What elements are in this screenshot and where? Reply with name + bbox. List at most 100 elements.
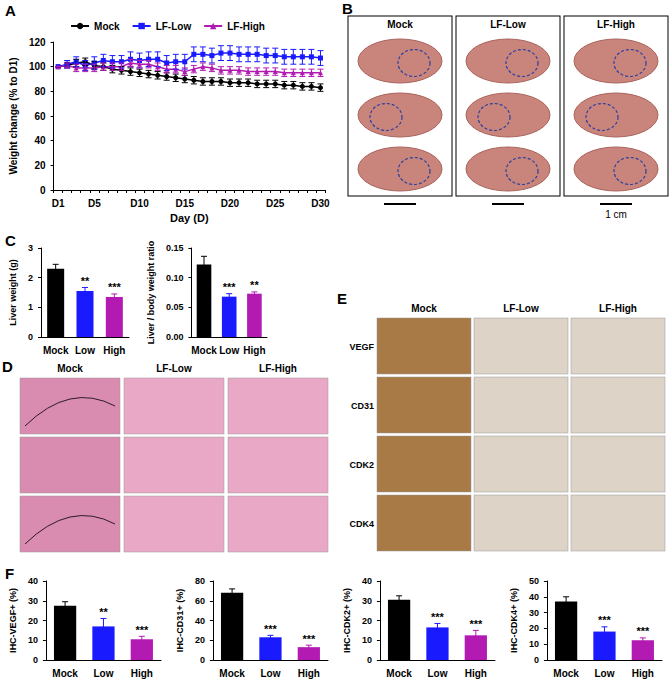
svg-text:60: 60 (34, 111, 46, 122)
svg-text:D: D (2, 358, 13, 375)
svg-text:Liver / body weight ratio: Liver / body weight ratio (146, 240, 156, 344)
svg-text:1 cm: 1 cm (605, 209, 627, 220)
svg-text:20: 20 (362, 616, 372, 626)
svg-text:0.10: 0.10 (166, 273, 184, 283)
svg-text:50: 50 (529, 576, 539, 586)
svg-text:10: 10 (28, 635, 38, 645)
svg-text:30: 30 (28, 596, 38, 606)
svg-text:20: 20 (28, 616, 38, 626)
svg-text:40: 40 (195, 616, 205, 626)
svg-text:Mock: Mock (553, 668, 579, 679)
svg-text:High: High (632, 668, 654, 679)
svg-text:Low: Low (75, 345, 95, 356)
svg-text:F: F (5, 565, 14, 582)
svg-text:LF-Low: LF-Low (156, 21, 192, 32)
svg-text:IHC-CD31+ (%): IHC-CD31+ (%) (175, 589, 185, 652)
svg-text:B: B (342, 0, 353, 17)
svg-text:40: 40 (362, 576, 372, 586)
svg-text:High: High (465, 668, 487, 679)
svg-text:***: *** (598, 614, 612, 626)
svg-text:40: 40 (34, 135, 46, 146)
svg-text:Mock: Mock (94, 21, 120, 32)
svg-text:LF-High: LF-High (597, 19, 635, 30)
svg-text:**: ** (99, 606, 108, 618)
svg-text:C: C (5, 232, 16, 249)
svg-text:D1: D1 (52, 198, 65, 209)
svg-text:D20: D20 (221, 198, 240, 209)
svg-text:D25: D25 (266, 198, 285, 209)
svg-text:**: ** (81, 275, 90, 287)
svg-text:3: 3 (28, 243, 33, 253)
svg-text:LF-High: LF-High (599, 303, 637, 314)
svg-text:IHC-CDK4+ (%): IHC-CDK4+ (%) (509, 588, 519, 653)
svg-text:Liver weight (g): Liver weight (g) (8, 259, 18, 326)
svg-text:LF-Low: LF-Low (156, 363, 192, 374)
svg-text:***: *** (431, 611, 445, 623)
svg-text:80: 80 (195, 576, 205, 586)
svg-text:0.05: 0.05 (166, 302, 184, 312)
svg-text:Mock: Mock (387, 19, 413, 30)
svg-text:Mock: Mock (219, 668, 245, 679)
svg-text:1: 1 (28, 302, 33, 312)
svg-text:Low: Low (594, 668, 614, 679)
svg-text:Low: Low (93, 668, 113, 679)
svg-text:0: 0 (534, 655, 539, 665)
svg-text:20: 20 (34, 160, 46, 171)
svg-text:**: ** (250, 279, 259, 291)
svg-text:120: 120 (29, 37, 46, 48)
svg-text:0.15: 0.15 (166, 243, 184, 253)
svg-text:40: 40 (529, 592, 539, 602)
svg-text:20: 20 (529, 623, 539, 633)
svg-text:Low: Low (260, 668, 280, 679)
svg-text:0.00: 0.00 (166, 332, 184, 342)
svg-text:40: 40 (28, 576, 38, 586)
svg-text:D15: D15 (176, 198, 195, 209)
svg-text:0: 0 (40, 185, 46, 196)
svg-text:30: 30 (529, 608, 539, 618)
svg-text:CDK2: CDK2 (349, 460, 374, 470)
svg-text:10: 10 (529, 639, 539, 649)
svg-text:Mock: Mock (57, 363, 83, 374)
svg-text:LF-Low: LF-Low (503, 303, 539, 314)
svg-text:IHC-VEGF+ (%): IHC-VEGF+ (%) (8, 588, 18, 653)
svg-text:***: *** (636, 625, 650, 637)
svg-text:Mock: Mock (43, 345, 69, 356)
svg-text:D5: D5 (88, 198, 101, 209)
svg-text:CDK4: CDK4 (349, 519, 374, 529)
svg-text:A: A (5, 2, 16, 19)
svg-text:***: *** (469, 618, 483, 630)
svg-text:High: High (131, 668, 153, 679)
svg-text:High: High (298, 668, 320, 679)
svg-text:***: *** (223, 281, 237, 293)
svg-text:0: 0 (367, 655, 372, 665)
svg-text:30: 30 (362, 596, 372, 606)
svg-text:80: 80 (34, 86, 46, 97)
svg-text:E: E (337, 290, 347, 307)
svg-text:60: 60 (195, 596, 205, 606)
svg-text:10: 10 (362, 635, 372, 645)
svg-text:High: High (243, 345, 265, 356)
svg-text:D10: D10 (130, 198, 149, 209)
svg-text:0: 0 (28, 332, 33, 342)
svg-text:100: 100 (29, 61, 46, 72)
svg-text:***: *** (108, 281, 122, 293)
svg-text:0: 0 (33, 655, 38, 665)
svg-text:Mock: Mock (386, 668, 412, 679)
svg-text:Weight change (% to D1): Weight change (% to D1) (8, 57, 19, 174)
svg-text:Day (D): Day (D) (170, 212, 209, 224)
svg-text:***: *** (302, 633, 316, 645)
svg-text:Low: Low (219, 345, 239, 356)
svg-text:2: 2 (28, 273, 33, 283)
svg-text:High: High (103, 345, 125, 356)
svg-text:LF-High: LF-High (259, 363, 297, 374)
svg-text:IHC-CDK2+ (%): IHC-CDK2+ (%) (342, 588, 352, 653)
svg-text:VEGF: VEGF (349, 342, 374, 352)
svg-text:0: 0 (200, 655, 205, 665)
svg-text:CD31: CD31 (351, 401, 374, 411)
svg-text:***: *** (264, 623, 278, 635)
svg-text:D30: D30 (311, 198, 330, 209)
svg-text:LF-High: LF-High (227, 21, 265, 32)
svg-text:Low: Low (427, 668, 447, 679)
svg-text:20: 20 (195, 635, 205, 645)
svg-text:Mock: Mock (52, 668, 78, 679)
